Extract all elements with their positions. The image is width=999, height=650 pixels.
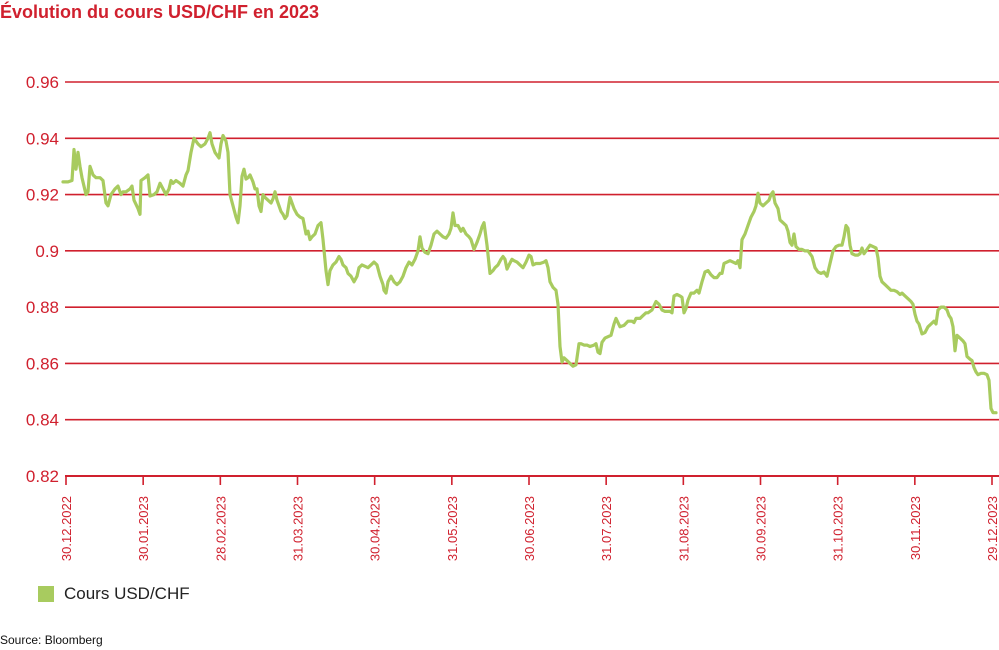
chart-title: Évolution du cours USD/CHF en 2023 (0, 2, 320, 22)
y-tick-label: 0.9 (35, 242, 59, 261)
x-tick-label: 31.05.2023 (445, 496, 460, 561)
x-tick-label: 30.04.2023 (368, 496, 383, 561)
x-axis (65, 476, 993, 485)
x-tick-label: 31.03.2023 (291, 496, 306, 561)
x-tick-label: 30.01.2023 (136, 496, 151, 561)
x-tick-label: 31.08.2023 (676, 496, 691, 561)
source-note: Source: Bloomberg (0, 633, 103, 647)
y-tick-label: 0.88 (26, 298, 59, 317)
x-tick-label: 31.10.2023 (831, 496, 846, 561)
x-tick-label: 30.09.2023 (754, 496, 769, 561)
x-tick-label: 29.12.2023 (985, 496, 999, 561)
legend: Cours USD/CHF (38, 584, 190, 604)
y-tick-label: 0.96 (26, 73, 59, 92)
y-tick-label: 0.92 (26, 186, 59, 205)
y-tick-label: 0.84 (26, 411, 59, 430)
series-line-usd-chf (61, 131, 998, 415)
y-axis-labels: 0.96 0.94 0.92 0.9 0.88 0.86 0.84 0.82 (26, 73, 59, 486)
y-tick-label: 0.82 (26, 467, 59, 486)
x-axis-labels: 30.12.2022 30.01.2023 28.02.2023 31.03.2023… (59, 496, 999, 561)
legend-label: Cours USD/CHF (64, 584, 190, 603)
x-tick-label: 31.07.2023 (599, 496, 614, 561)
x-tick-label: 30.06.2023 (522, 496, 537, 561)
y-tick-label: 0.86 (26, 354, 59, 373)
legend-swatch (38, 586, 54, 602)
y-tick-label: 0.94 (26, 129, 59, 148)
x-tick-label: 30.11.2023 (908, 496, 923, 560)
x-tick-label: 28.02.2023 (213, 496, 228, 561)
x-tick-label: 30.12.2022 (59, 496, 74, 561)
